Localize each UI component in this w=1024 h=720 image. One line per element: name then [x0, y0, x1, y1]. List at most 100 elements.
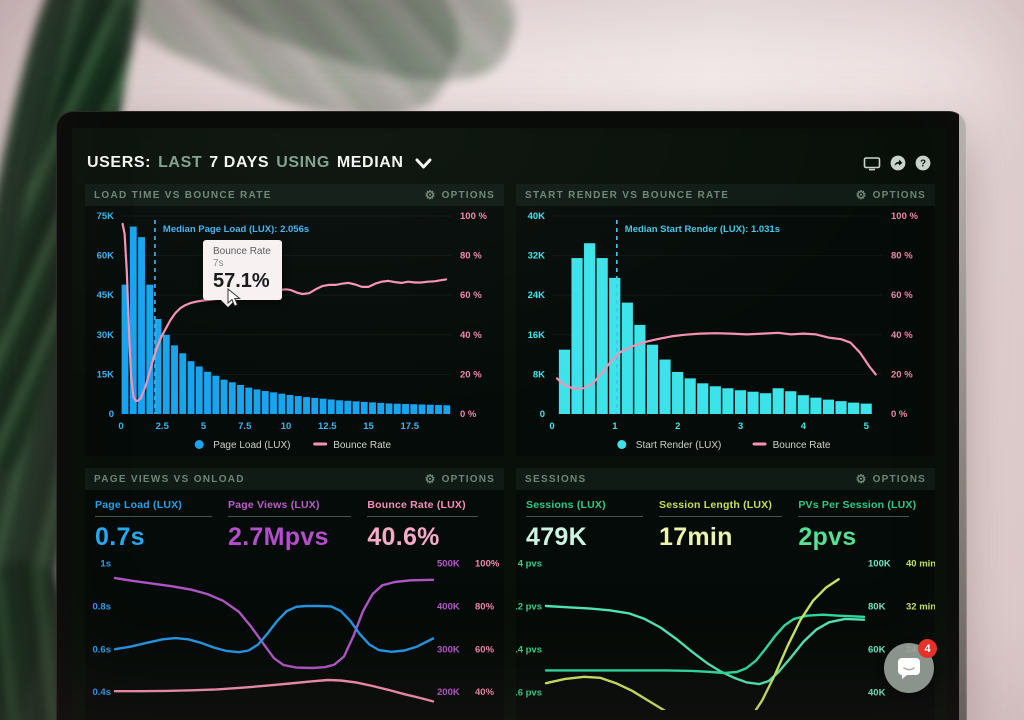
svg-text:17.5: 17.5: [401, 421, 420, 432]
sessions-line-chart[interactable]: 4 pvs 3.2 pvs 2.4 pvs 1.6 pvs 100K 40 min 80K 3…: [516, 552, 935, 710]
panel-header: LOAD TIME VS BOUNCE RATE ⚙ OPTIONS: [85, 184, 504, 206]
metric-value: 17min: [658, 523, 733, 551]
svg-text:1: 1: [612, 421, 618, 432]
svg-text:Bounce Rate: Bounce Rate: [773, 440, 831, 451]
svg-text:16K: 16K: [528, 330, 546, 341]
svg-text:0 %: 0 %: [460, 409, 477, 420]
svg-text:100%: 100%: [475, 559, 500, 570]
title-users: USERS:: [87, 154, 152, 171]
metric: Page Views (LUX) 2.7Mpvs: [227, 499, 367, 552]
options-button[interactable]: ⚙ OPTIONS: [424, 472, 495, 486]
panel-grid: LOAD TIME VS BOUNCE RATE ⚙ OPTIONS 0 15K 3…: [72, 182, 947, 720]
help-icon[interactable]: ?: [915, 155, 931, 171]
metric-underline: [227, 516, 352, 517]
display-icon[interactable]: [863, 156, 881, 171]
svg-text:40K: 40K: [868, 687, 886, 698]
tooltip-subtitle: 7s: [213, 258, 224, 269]
svg-text:5: 5: [864, 421, 870, 432]
svg-text:30K: 30K: [97, 330, 115, 341]
metric-label: Bounce Rate (LUX): [367, 499, 466, 511]
svg-text:15: 15: [363, 421, 374, 432]
mouse-cursor-icon: [227, 287, 241, 313]
svg-text:0.6s: 0.6s: [93, 644, 112, 655]
svg-text:100 %: 100 %: [891, 211, 918, 222]
metric: Session Length (LUX) 17min: [658, 499, 798, 552]
svg-text:80K: 80K: [868, 602, 886, 613]
svg-text:4: 4: [801, 421, 807, 432]
metric-label: Page Views (LUX): [227, 499, 320, 511]
metric: Page Load (LUX) 0.7s: [95, 499, 228, 552]
svg-text:Median Page Load (LUX): 2.056s: Median Page Load (LUX): 2.056s: [163, 224, 309, 235]
metric: PVs Per Session (LUX) 2pvs: [798, 499, 925, 552]
svg-text:75K: 75K: [97, 211, 115, 222]
metric: Sessions (LUX) 479K: [526, 499, 659, 552]
dashboard-screen: USERS: LAST 7 DAYS USING MEDIAN ?: [72, 128, 947, 720]
title-last: LAST: [158, 154, 203, 171]
svg-text:32 min: 32 min: [906, 602, 935, 613]
users-range-dropdown[interactable]: USERS: LAST 7 DAYS USING MEDIAN: [87, 154, 432, 172]
svg-text:3: 3: [738, 421, 743, 432]
panel-title: PAGE VIEWS VS ONLOAD: [94, 473, 245, 485]
panel-load-time-vs-bounce-rate: LOAD TIME VS BOUNCE RATE ⚙ OPTIONS 0 15K 3…: [85, 184, 504, 456]
svg-text:0.8s: 0.8s: [93, 601, 112, 612]
svg-text:300K: 300K: [437, 644, 460, 655]
chat-button[interactable]: 4: [884, 639, 937, 693]
options-button[interactable]: ⚙ OPTIONS: [855, 188, 926, 202]
svg-text:60 %: 60 %: [891, 290, 913, 301]
svg-text:32K: 32K: [528, 251, 546, 262]
svg-text:7.5: 7.5: [238, 421, 252, 432]
chat-bubble-icon: [898, 658, 920, 679]
metric-value: 0.7s: [95, 523, 145, 551]
share-icon[interactable]: [890, 155, 906, 171]
svg-text:10: 10: [281, 421, 292, 432]
svg-text:40%: 40%: [475, 687, 495, 698]
svg-text:0: 0: [109, 409, 114, 420]
svg-text:40K: 40K: [528, 211, 546, 222]
title-using: USING: [276, 154, 330, 171]
gear-icon: ⚙: [855, 188, 868, 202]
laptop: USERS: LAST 7 DAYS USING MEDIAN ?: [57, 112, 967, 720]
metrics-row: Page Load (LUX) 0.7s Page Views (LUX) 2.7Mp…: [85, 490, 504, 552]
options-button[interactable]: ⚙ OPTIONS: [855, 472, 926, 486]
svg-text:Median Start Render (LUX): 1.0: Median Start Render (LUX): 1.031s: [625, 224, 780, 235]
svg-text:100 %: 100 %: [460, 211, 487, 222]
svg-text:400K: 400K: [437, 601, 460, 612]
panel-header: PAGE VIEWS VS ONLOAD ⚙ OPTIONS: [85, 468, 504, 490]
svg-text:45K: 45K: [97, 290, 115, 301]
gear-icon: ⚙: [424, 188, 437, 202]
svg-text:Start Render (LUX): Start Render (LUX): [636, 440, 722, 451]
gear-icon: ⚙: [855, 472, 868, 486]
svg-text:5: 5: [201, 421, 207, 432]
metric: Bounce Rate (LUX) 40.6%: [367, 499, 494, 552]
metric-underline: [95, 516, 212, 517]
metric-value: 40.6%: [367, 523, 440, 551]
svg-text:0: 0: [118, 421, 123, 432]
svg-text:40 %: 40 %: [460, 330, 482, 341]
svg-text:24K: 24K: [528, 290, 546, 301]
panel-title: LOAD TIME VS BOUNCE RATE: [94, 189, 272, 201]
svg-text:0: 0: [540, 409, 545, 420]
metric-underline: [526, 516, 643, 517]
load-time-histogram-chart[interactable]: 0 15K 30K 45K 60K 75K 0 % 20 % 40 % 60 % 80 % 100 %…: [85, 206, 504, 456]
start-render-histogram-chart[interactable]: 0 8K 16K 24K 32K 40K 0 % 20 % 40 % 60 % 80 % 100 % 0…: [516, 206, 935, 456]
metric-label: Sessions (LUX): [526, 499, 606, 511]
svg-text:1s: 1s: [100, 559, 111, 570]
svg-text:20 %: 20 %: [460, 369, 482, 380]
metric-underline: [658, 516, 783, 517]
metrics-row: Sessions (LUX) 479K Session Length (LUX) 17…: [516, 490, 935, 552]
svg-text:8K: 8K: [533, 369, 545, 380]
page-views-onload-line-chart[interactable]: 1s 0.8s 0.6s 0.4s 500K 100% 400K 80% 300K 60% 200K…: [85, 552, 504, 710]
svg-text:2: 2: [675, 421, 680, 432]
panel-page-views-vs-onload: PAGE VIEWS VS ONLOAD ⚙ OPTIONS Page Load…: [85, 468, 504, 720]
metric-label: PVs Per Session (LUX): [798, 499, 917, 511]
panel-start-render-vs-bounce-rate: START RENDER VS BOUNCE RATE ⚙ OPTIONS 0 8…: [516, 184, 935, 456]
bounce-rate-tooltip: Bounce Rate 7s 57.1%: [203, 240, 282, 300]
panel-header: SESSIONS ⚙ OPTIONS: [516, 468, 935, 490]
svg-text:60K: 60K: [97, 251, 115, 262]
metric-underline: [798, 516, 909, 517]
svg-text:80%: 80%: [475, 601, 495, 612]
options-button[interactable]: ⚙ OPTIONS: [424, 188, 495, 202]
metric-underline: [367, 516, 478, 517]
tooltip-title: Bounce Rate: [213, 246, 271, 257]
panel-header: START RENDER VS BOUNCE RATE ⚙ OPTIONS: [516, 184, 935, 206]
